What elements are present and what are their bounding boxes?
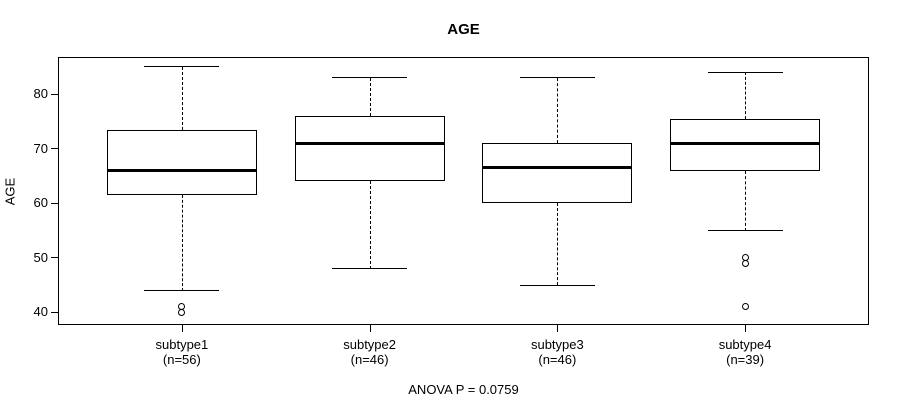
median-line xyxy=(106,169,257,173)
median-line xyxy=(294,141,445,145)
upper-whisker-stem xyxy=(745,72,747,119)
y-axis-tick xyxy=(51,93,58,95)
iqr-box xyxy=(106,129,257,196)
lower-whisker-stem xyxy=(369,181,371,269)
upper-whisker-stem xyxy=(369,77,371,116)
group-name: subtype2 xyxy=(343,337,396,352)
group-n-count: (n=56) xyxy=(162,352,201,367)
group-name: subtype1 xyxy=(155,337,209,352)
upper-whisker-cap xyxy=(519,77,595,79)
upper-whisker-stem xyxy=(181,66,183,130)
y-axis-tick-label: 80 xyxy=(33,86,48,102)
outlier-point xyxy=(741,303,749,311)
median-line xyxy=(482,166,633,170)
lower-whisker-cap xyxy=(707,230,783,232)
lower-whisker-cap xyxy=(519,284,595,286)
y-axis-tick xyxy=(51,257,58,259)
iqr-box xyxy=(294,115,445,182)
x-axis-tick xyxy=(745,325,747,332)
group-n-count: (n=39) xyxy=(726,352,765,367)
outlier-point xyxy=(741,259,749,267)
lower-whisker-stem xyxy=(557,203,559,286)
x-axis-group-label: subtype1 (n=56) xyxy=(112,337,252,367)
y-axis-tick-label: 60 xyxy=(33,195,48,211)
y-axis-tick xyxy=(51,202,58,204)
median-line xyxy=(670,141,821,145)
lower-whisker-stem xyxy=(745,170,747,231)
group-name: subtype3 xyxy=(530,337,584,352)
x-axis-group-label: subtype2 (n=46) xyxy=(300,337,440,367)
x-axis-group-label: subtype3 (n=46) xyxy=(487,337,627,367)
y-axis-tick xyxy=(51,311,58,313)
y-axis-tick-label: 70 xyxy=(33,140,48,156)
y-axis-tick-label: 50 xyxy=(33,249,48,265)
upper-whisker-cap xyxy=(707,71,783,73)
x-axis-tick xyxy=(181,325,183,332)
lower-whisker-cap xyxy=(144,290,220,292)
iqr-box xyxy=(482,143,633,204)
chart-title: AGE xyxy=(447,21,480,38)
x-axis-group-label: subtype4 (n=39) xyxy=(675,337,815,367)
y-axis-title: AGE xyxy=(2,177,18,206)
anova-annotation: ANOVA P = 0.0759 xyxy=(408,382,519,397)
upper-whisker-cap xyxy=(144,66,220,68)
lower-whisker-stem xyxy=(181,195,183,291)
group-n-count: (n=46) xyxy=(538,352,577,367)
y-axis-tick-label: 40 xyxy=(33,304,48,320)
upper-whisker-cap xyxy=(332,77,408,79)
outlier-point xyxy=(178,308,186,316)
group-name: subtype4 xyxy=(718,337,772,352)
x-axis-tick xyxy=(557,325,559,332)
lower-whisker-cap xyxy=(332,268,408,270)
upper-whisker-stem xyxy=(557,77,559,144)
group-n-count: (n=46) xyxy=(350,352,389,367)
x-axis-tick xyxy=(369,325,371,332)
y-axis-tick xyxy=(51,148,58,150)
